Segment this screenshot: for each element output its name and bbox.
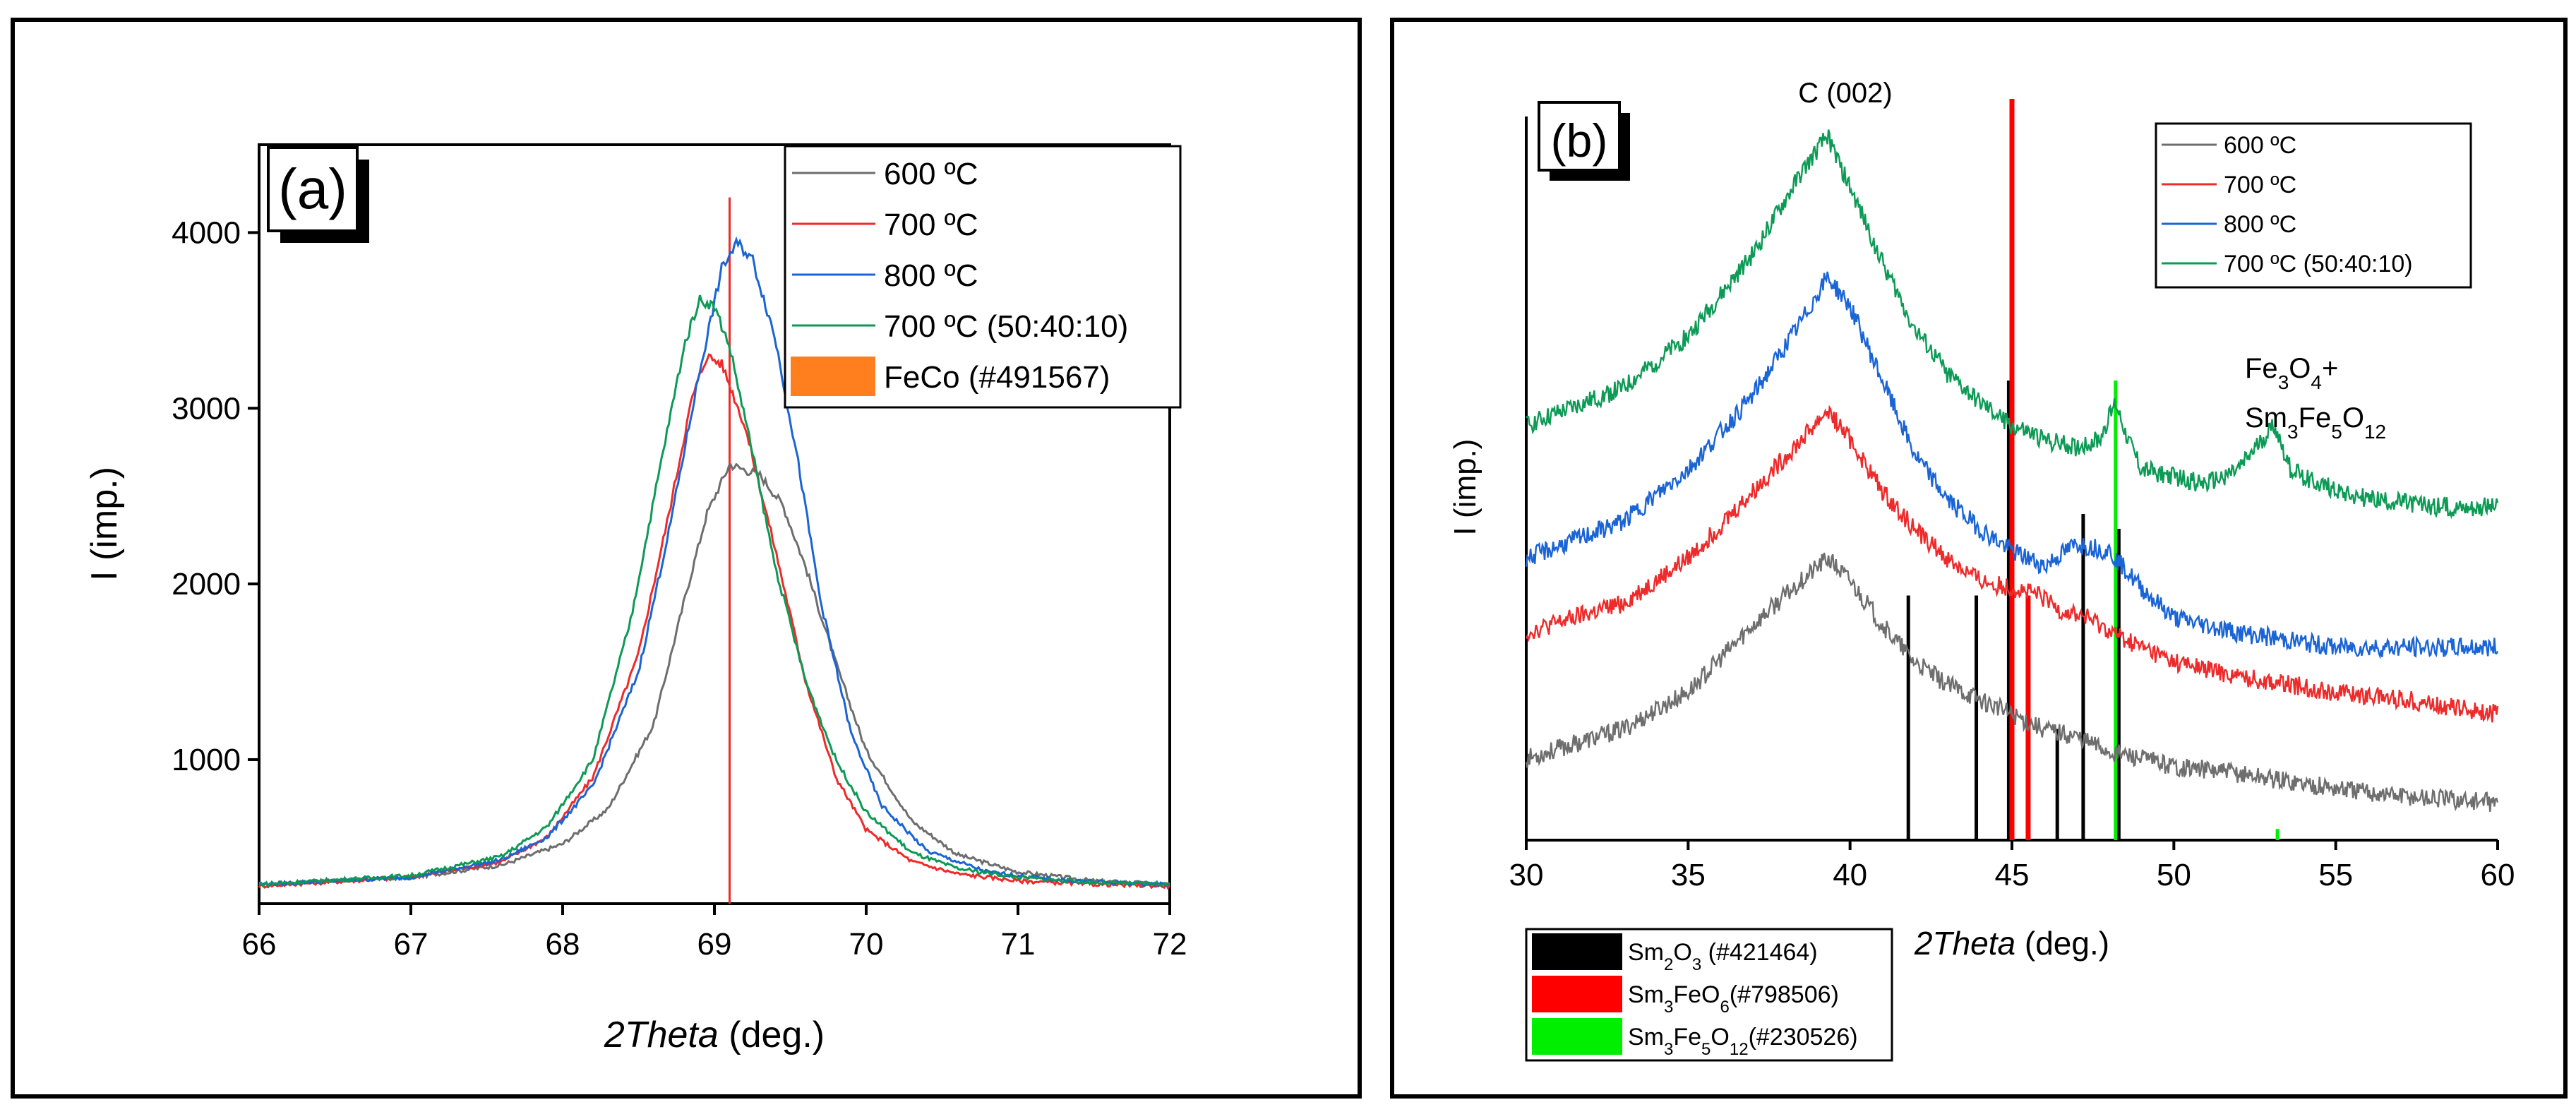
sm3fe5o12-legend-label: Sm3Fe5O12(#230526) (1628, 1024, 1858, 1059)
panel-b-series-group (1525, 129, 2499, 812)
sm2o3-legend-part-5: (#421464) (1701, 939, 1817, 966)
panel-b-x-axis-label-unit: (deg.) (2025, 925, 2109, 962)
panel-a-series-group (258, 236, 1171, 890)
panel-b-x-axis-label: 2Theta (deg.) (1914, 925, 2109, 962)
panel-b-legend: 600 ºC 700 ºC 800 ºC 700 ºC (50:40:10) (2155, 122, 2472, 289)
panel-a-series-2 (258, 236, 1171, 888)
panel-b-legend-items: 600 ºC 700 ºC 800 ºC 700 ºC (50:40:10) (2162, 132, 2413, 277)
panel-a-legend-label: 600 ºC (884, 157, 978, 191)
sm3feo6-legend-part-3: FeO (1673, 981, 1720, 1008)
sm3fe5o12-ann-part-1: Sm (2245, 402, 2287, 433)
fe3o4-annotation: Fe3O4+ (2245, 353, 2338, 393)
panel-b-series-2 (1525, 271, 2499, 660)
panel-a-x-tick-label: 66 (242, 927, 277, 962)
sm3fe5o12-legend-part-3: Fe (1673, 1024, 1701, 1051)
panel-b-x-tick-label: 50 (2157, 858, 2191, 892)
panel-a-tag: (a) (278, 157, 347, 220)
sm3fe5o12-legend-part-1: Sm (1628, 1024, 1664, 1051)
panel-a-series-3 (258, 294, 1170, 888)
panel-b-series-1 (1525, 405, 2499, 723)
sm2o3-legend-label: Sm2O3 (#421464) (1628, 939, 1818, 974)
panel-a-legend: 600 ºC 700 ºC 800 ºC 700 ºC (50:40:10) FeCo … (784, 145, 1182, 409)
sm3feo6-legend-part-2: 3 (1664, 998, 1673, 1017)
panel-a-y-tick-label: 3000 (172, 391, 241, 426)
panel-a-x-tick-label: 70 (849, 927, 884, 962)
panel-b-legend-label: 800 ºC (2224, 211, 2296, 238)
sm3feo6-legend-label: Sm3FeO6(#798506) (1628, 981, 1839, 1017)
sm3fe5o12-ann-part-4: 5 (2331, 421, 2342, 443)
panel-b-x-tick-label: 30 (1509, 858, 1544, 892)
sm2o3-legend-part-4: 3 (1692, 955, 1701, 974)
sm3feo6-legend-part-5: (#798506) (1730, 981, 1839, 1008)
sm2o3-legend-part-2: 2 (1664, 955, 1673, 974)
panel-b-tag-box (1538, 101, 1621, 172)
panel-a-legend-label: 800 ºC (884, 258, 978, 293)
panel-b-x-tick-label: 55 (2318, 858, 2353, 892)
panel-a-y-tick-label: 1000 (172, 743, 241, 777)
panel-b-legend-box (2155, 122, 2472, 289)
panel-b-x-ticks: 30 35 40 45 50 55 60 (1509, 840, 2515, 892)
sm3fe5o12-ann-part-6: 12 (2364, 421, 2386, 443)
panel-b-series-0 (1525, 552, 2499, 812)
panel-a-tag-box (267, 146, 359, 232)
fe3o4-part-4: 4 (2311, 371, 2322, 393)
panel-a-x-tick-label: 71 (1001, 927, 1036, 962)
sm3fe5o12-annotation: Sm3Fe5O12 (2245, 402, 2386, 443)
panel-a-y-tick-label: 2000 (172, 567, 241, 602)
panel-b-legend-label: 600 ºC (2224, 132, 2296, 159)
fe3o4-part-3: O (2289, 353, 2311, 384)
sm3fe5o12-legend-part-5: O (1711, 1024, 1729, 1051)
panel-b-legend-label: 700 ºC (2224, 172, 2296, 198)
sm3fe5o12-legend-part-6: 12 (1730, 1040, 1749, 1059)
panel-b-tag: (b) (1551, 114, 1608, 167)
panel-b-x-tick-label: 45 (1995, 858, 2030, 892)
panel-a-x-axis-label-main: 2Theta (604, 1015, 719, 1055)
sm3fe5o12-legend-part-7: (#230526) (1749, 1024, 1858, 1051)
panel-b-legend-label: 700 ºC (50:40:10) (2224, 251, 2413, 277)
panel-b-x-tick-label: 60 (2481, 858, 2515, 892)
sm3fe5o12-ann-part-5: O (2342, 402, 2364, 433)
panel-a-y-tick-label: 4000 (172, 215, 241, 250)
panel-b-plot: 30 35 40 45 50 55 60 (b) C (002) Fe3O4+ Sm3Fe5… (1448, 78, 2515, 1062)
sm3feo6-legend-part-1: Sm (1628, 981, 1664, 1008)
sm3fe5o12-ann-part-3: Fe (2299, 402, 2332, 433)
panel-b-y-axis-label: I (imp.) (1448, 439, 1482, 536)
panel-a-x-axis-label: 2Theta (deg.) (604, 1015, 825, 1055)
panel-a-x-ticks: 66 67 68 69 70 71 72 (242, 904, 1187, 962)
panel-a-x-tick-label: 69 (697, 927, 732, 962)
panel-a-y-axis-label: I (imp.) (84, 467, 125, 581)
sm2o3-legend-part-1: Sm (1628, 939, 1664, 966)
sm3fe5o12-legend-part-4: 5 (1701, 1040, 1711, 1059)
panel-b-series-3 (1526, 129, 2499, 520)
panel-a-legend-items: 600 ºC 700 ºC 800 ºC 700 ºC (50:40:10) FeCo … (791, 157, 1128, 396)
panel-a-legend-label: FeCo (#491567) (884, 360, 1110, 395)
panel-a-x-axis-label-space (719, 1015, 729, 1055)
panel-a-x-axis-label-unit: (deg.) (729, 1015, 825, 1055)
sm2o3-legend-part-3: O (1673, 939, 1691, 966)
panel-a-legend-label: 700 ºC (50:40:10) (884, 309, 1128, 344)
c002-annotation: C (002) (1798, 78, 1892, 109)
sm2o3-legend-swatch (1532, 933, 1622, 970)
sm3feo6-legend-part-4: 6 (1720, 998, 1729, 1017)
panel-a-plot: 66 67 68 69 70 71 72 1000 2000 3000 4000 (a) 600 … (84, 143, 1187, 1055)
panel-b-reference-legend: Sm2O3 (#421464) Sm3FeO6(#798506) Sm3Fe5O… (1525, 928, 1893, 1062)
panel-a-x-tick-label: 67 (394, 927, 429, 962)
panel-b-x-axis-label-space (2015, 925, 2025, 962)
fe3o4-part-5: + (2322, 353, 2338, 384)
panel-b-x-tick-label: 35 (1671, 858, 1706, 892)
sm3fe5o12-legend-swatch (1532, 1018, 1622, 1055)
panel-a-legend-swatch (791, 357, 875, 396)
panel-a-y-ticks: 1000 2000 3000 4000 (172, 215, 259, 777)
fe3o4-part-1: Fe (2245, 353, 2278, 384)
fe3o4-part-2: 3 (2278, 371, 2289, 393)
panel-b-x-axis-label-main: 2Theta (1914, 925, 2015, 962)
panel-a-legend-label: 700 ºC (884, 208, 978, 242)
panel-a-x-tick-label: 68 (546, 927, 580, 962)
sm3fe5o12-ann-part-2: 3 (2287, 421, 2299, 443)
panel-b-x-tick-label: 40 (1833, 858, 1867, 892)
sm3feo6-legend-swatch (1532, 976, 1622, 1012)
panel-a-x-tick-label: 72 (1153, 927, 1187, 962)
sm3fe5o12-legend-part-2: 3 (1664, 1040, 1673, 1059)
